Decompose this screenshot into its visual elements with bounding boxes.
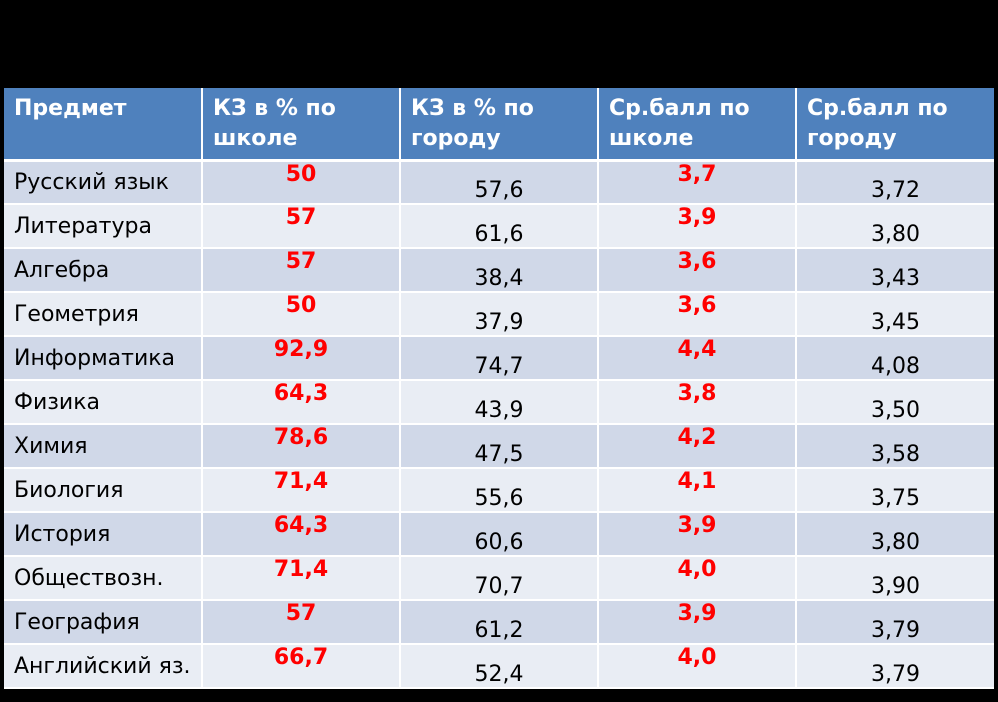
cell-avg-city: 3,45 bbox=[796, 292, 994, 337]
cell-avg-school: 4,0 bbox=[598, 644, 797, 689]
cell-avg-city: 3,72 bbox=[796, 160, 994, 205]
table-row: Физика 64,3 43,9 3,8 3,50 bbox=[4, 380, 994, 425]
cell-kz-school: 92,9 bbox=[202, 336, 401, 381]
results-table: Предмет КЗ в % по школе КЗ в % по городу… bbox=[4, 88, 994, 689]
cell-avg-city: 3,90 bbox=[796, 556, 994, 601]
table-body: Русский язык 50 57,6 3,7 3,72 Литература 57 61,… bbox=[4, 160, 994, 689]
cell-subject: Биология bbox=[4, 468, 203, 513]
cell-kz-city: 52,4 bbox=[400, 644, 599, 689]
cell-kz-school: 64,3 bbox=[202, 380, 401, 425]
cell-kz-city: 37,9 bbox=[400, 292, 599, 337]
header-kz-school: КЗ в % по школе bbox=[202, 88, 401, 162]
cell-kz-school: 57 bbox=[202, 204, 401, 249]
cell-avg-city: 4,08 bbox=[796, 336, 994, 381]
cell-avg-school: 4,1 bbox=[598, 468, 797, 513]
table-row: Геометрия 50 37,9 3,6 3,45 bbox=[4, 292, 994, 337]
table-row: Алгебра 57 38,4 3,6 3,43 bbox=[4, 248, 994, 293]
table-row: Русский язык 50 57,6 3,7 3,72 bbox=[4, 160, 994, 205]
cell-avg-school: 3,6 bbox=[598, 292, 797, 337]
cell-kz-school: 71,4 bbox=[202, 468, 401, 513]
table-row: География 57 61,2 3,9 3,79 bbox=[4, 600, 994, 645]
cell-kz-school: 50 bbox=[202, 292, 401, 337]
cell-avg-school: 3,9 bbox=[598, 600, 797, 645]
cell-subject: Литература bbox=[4, 204, 203, 249]
cell-avg-city: 3,79 bbox=[796, 600, 994, 645]
table-header-row: Предмет КЗ в % по школе КЗ в % по городу… bbox=[4, 88, 994, 162]
cell-kz-school: 57 bbox=[202, 600, 401, 645]
table-row: Информатика 92,9 74,7 4,4 4,08 bbox=[4, 336, 994, 381]
cell-avg-school: 3,6 bbox=[598, 248, 797, 293]
cell-subject: Химия bbox=[4, 424, 203, 469]
cell-kz-school: 78,6 bbox=[202, 424, 401, 469]
cell-kz-city: 70,7 bbox=[400, 556, 599, 601]
cell-kz-city: 61,6 bbox=[400, 204, 599, 249]
cell-subject: Обществозн. bbox=[4, 556, 203, 601]
cell-subject: Геометрия bbox=[4, 292, 203, 337]
cell-kz-city: 57,6 bbox=[400, 160, 599, 205]
header-avg-school: Ср.балл по школе bbox=[598, 88, 797, 162]
cell-subject: Информатика bbox=[4, 336, 203, 381]
cell-kz-city: 47,5 bbox=[400, 424, 599, 469]
cell-avg-city: 3,75 bbox=[796, 468, 994, 513]
cell-kz-city: 60,6 bbox=[400, 512, 599, 557]
cell-avg-city: 3,43 bbox=[796, 248, 994, 293]
table-row: Литература 57 61,6 3,9 3,80 bbox=[4, 204, 994, 249]
table-row: Обществозн. 71,4 70,7 4,0 3,90 bbox=[4, 556, 994, 601]
cell-avg-city: 3,58 bbox=[796, 424, 994, 469]
header-subject: Предмет bbox=[4, 88, 203, 162]
table-row: История 64,3 60,6 3,9 3,80 bbox=[4, 512, 994, 557]
cell-avg-school: 4,2 bbox=[598, 424, 797, 469]
cell-avg-school: 4,0 bbox=[598, 556, 797, 601]
header-kz-city: КЗ в % по городу bbox=[400, 88, 599, 162]
cell-subject: Физика bbox=[4, 380, 203, 425]
cell-subject: Русский язык bbox=[4, 160, 203, 205]
cell-kz-school: 50 bbox=[202, 160, 401, 205]
cell-kz-school: 64,3 bbox=[202, 512, 401, 557]
cell-kz-city: 55,6 bbox=[400, 468, 599, 513]
cell-kz-city: 38,4 bbox=[400, 248, 599, 293]
cell-subject: История bbox=[4, 512, 203, 557]
cell-avg-city: 3,50 bbox=[796, 380, 994, 425]
table-row: Химия 78,6 47,5 4,2 3,58 bbox=[4, 424, 994, 469]
cell-kz-school: 66,7 bbox=[202, 644, 401, 689]
cell-avg-school: 3,9 bbox=[598, 204, 797, 249]
cell-kz-school: 57 bbox=[202, 248, 401, 293]
cell-kz-city: 43,9 bbox=[400, 380, 599, 425]
table-row: Английский яз. 66,7 52,4 4,0 3,79 bbox=[4, 644, 994, 689]
cell-avg-city: 3,80 bbox=[796, 204, 994, 249]
cell-avg-city: 3,80 bbox=[796, 512, 994, 557]
cell-subject: Алгебра bbox=[4, 248, 203, 293]
cell-avg-school: 3,7 bbox=[598, 160, 797, 205]
cell-subject: Английский яз. bbox=[4, 644, 203, 689]
cell-subject: География bbox=[4, 600, 203, 645]
table-row: Биология 71,4 55,6 4,1 3,75 bbox=[4, 468, 994, 513]
cell-kz-school: 71,4 bbox=[202, 556, 401, 601]
cell-avg-city: 3,79 bbox=[796, 644, 994, 689]
cell-avg-school: 4,4 bbox=[598, 336, 797, 381]
cell-avg-school: 3,9 bbox=[598, 512, 797, 557]
cell-avg-school: 3,8 bbox=[598, 380, 797, 425]
cell-kz-city: 61,2 bbox=[400, 600, 599, 645]
header-avg-city: Ср.балл по городу bbox=[796, 88, 994, 162]
cell-kz-city: 74,7 bbox=[400, 336, 599, 381]
